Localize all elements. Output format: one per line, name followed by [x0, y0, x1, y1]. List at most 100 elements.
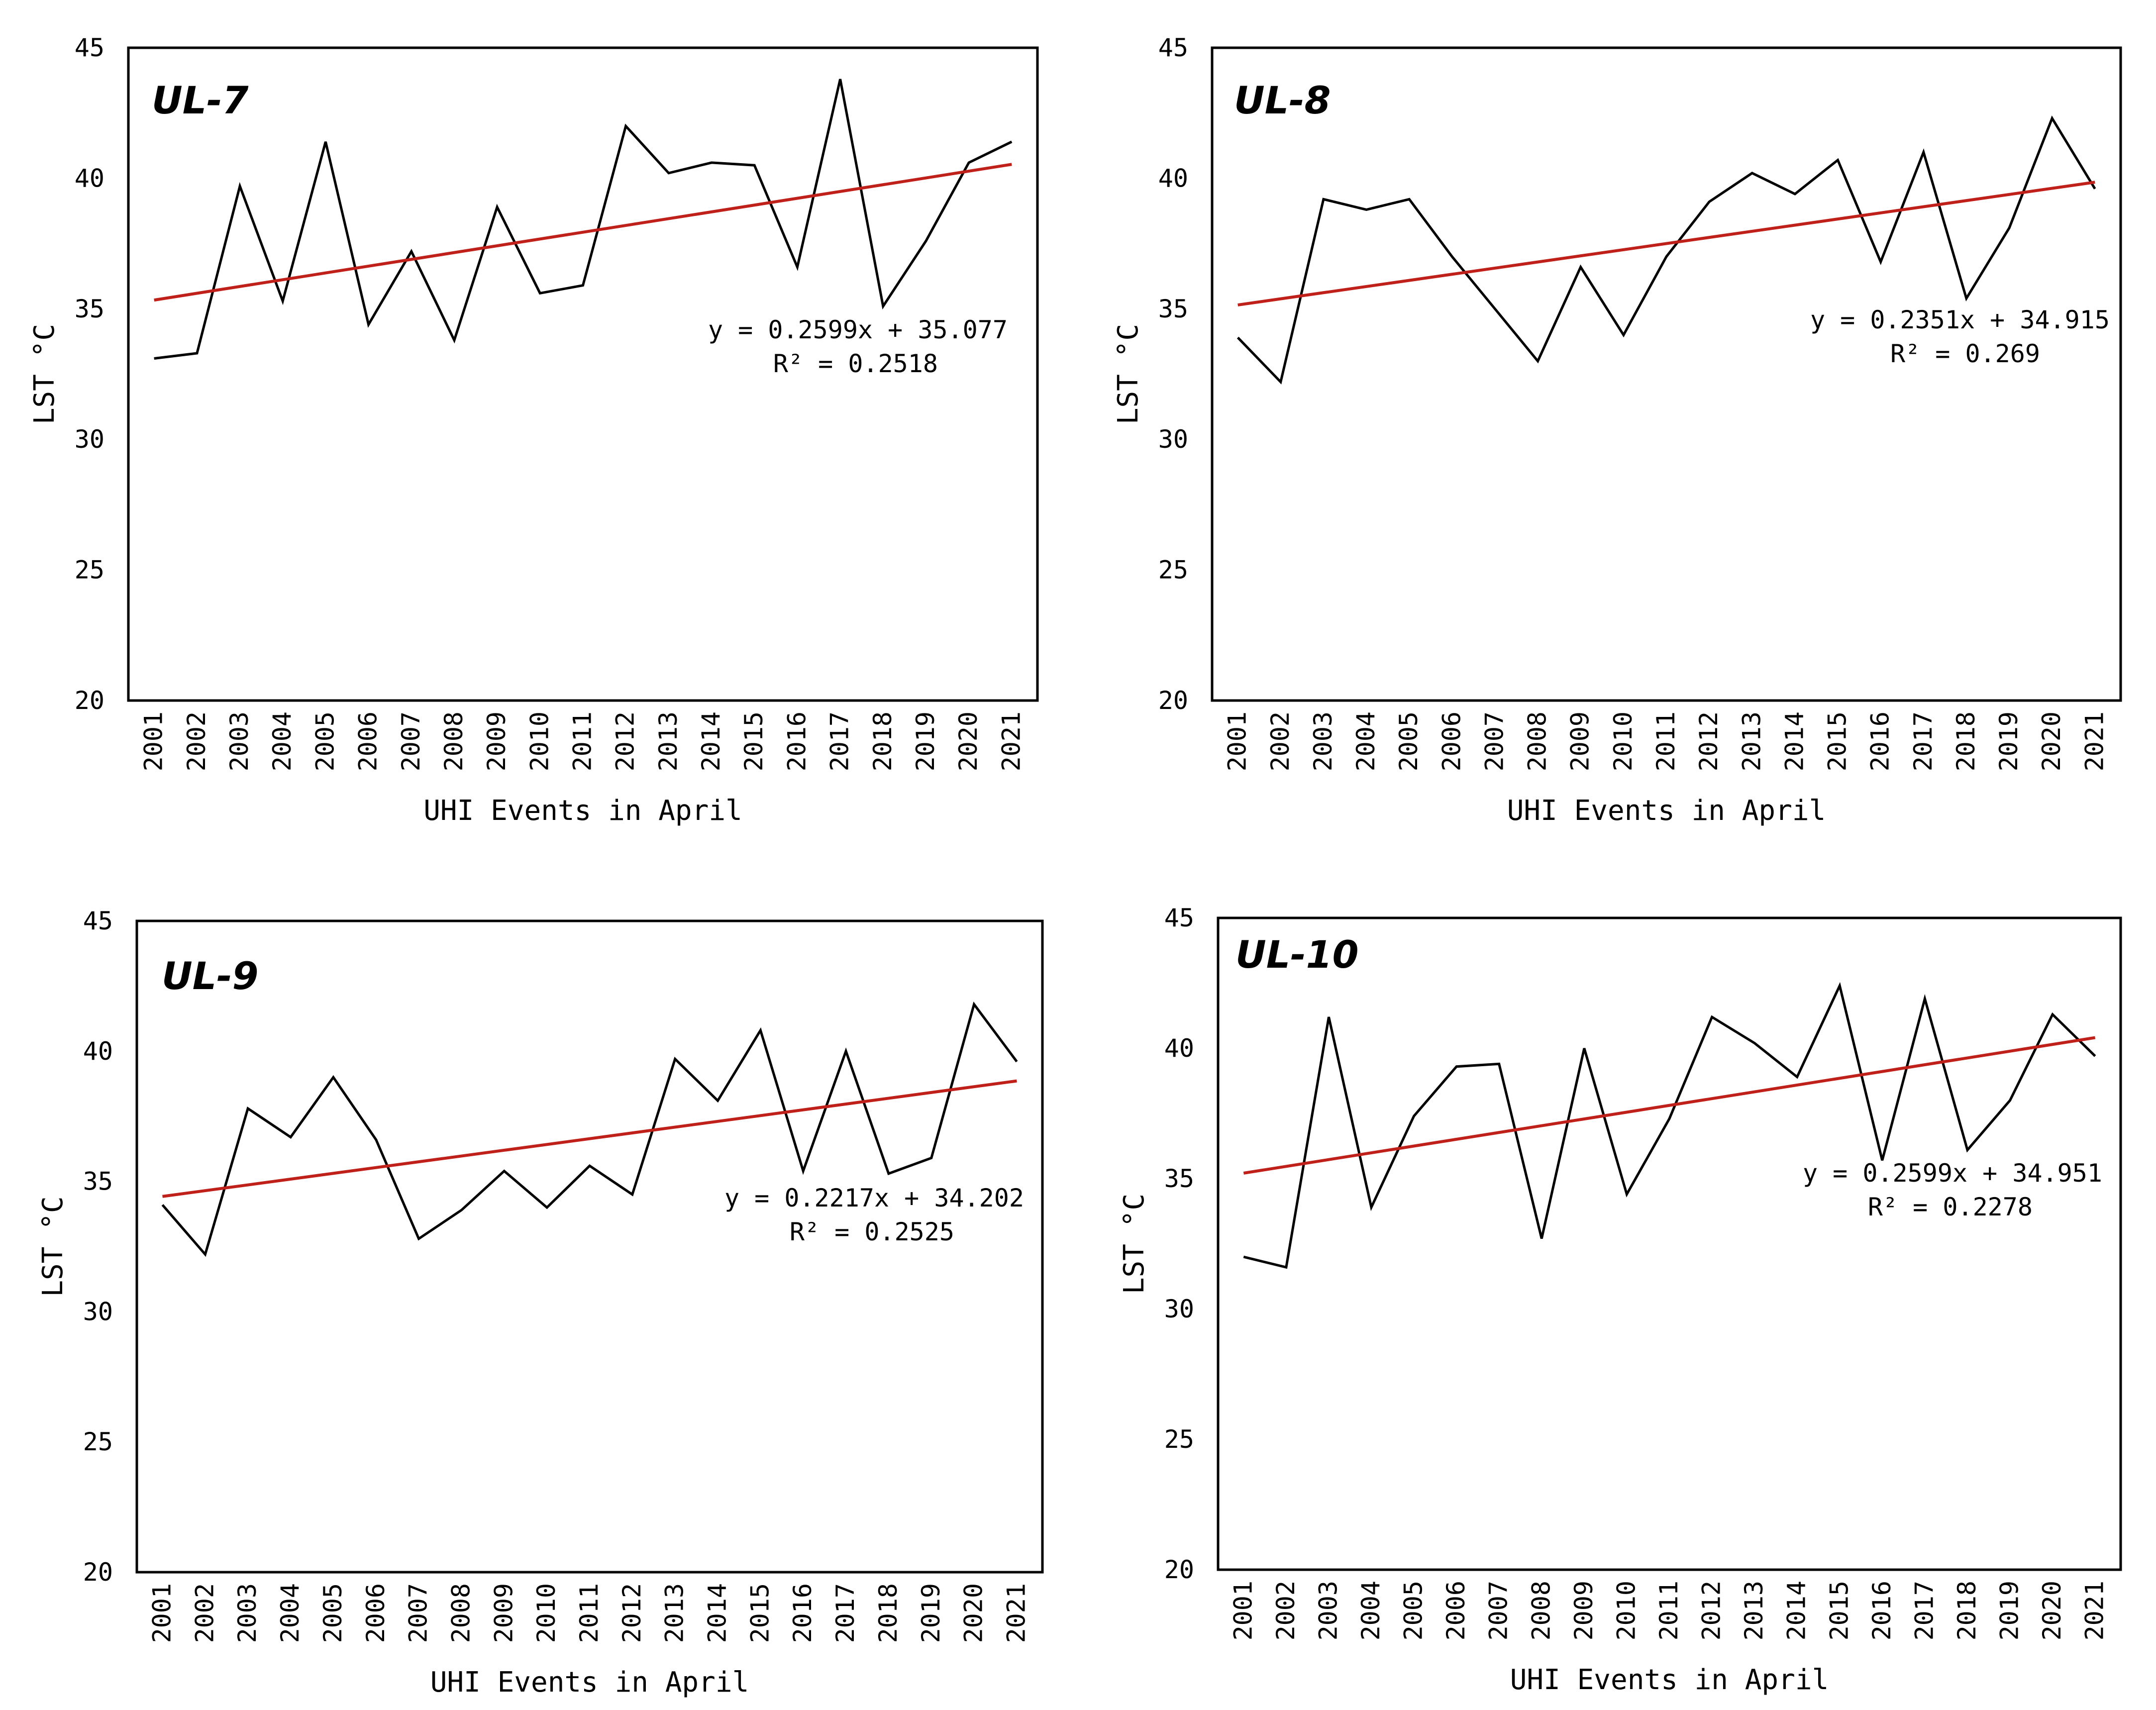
panel-title: UL-10	[1235, 932, 1358, 977]
y-tick-label: 35	[83, 1167, 113, 1196]
x-tick-label: 2006	[354, 711, 383, 771]
x-tick-label: 2009	[1569, 1581, 1598, 1640]
lst-series-line	[1243, 982, 2096, 1269]
x-tick-label: 2008	[446, 1583, 475, 1643]
x-tick-label: 2017	[831, 1583, 860, 1643]
y-tick-label: 20	[1158, 686, 1188, 715]
lst-data-point	[758, 1028, 762, 1032]
lst-data-point	[2093, 1054, 2097, 1058]
lst-data-point	[238, 184, 242, 188]
lst-data-point	[281, 299, 285, 303]
lst-data-point	[2007, 226, 2011, 230]
x-tick-label: 2017	[1909, 711, 1938, 771]
lst-data-point	[1579, 265, 1583, 269]
x-tick-label: 2014	[1780, 711, 1809, 771]
x-tick-label: 2016	[1866, 711, 1895, 771]
trend-r-squared: R² = 0.269	[1890, 339, 2040, 368]
lst-data-point	[1750, 171, 1754, 175]
y-axis-label: LST °C	[1112, 324, 1144, 424]
lst-data-point	[1497, 1062, 1501, 1066]
x-tick-label: 2014	[703, 1583, 732, 1643]
x-tick-label: 2008	[1527, 1581, 1555, 1640]
lst-data-point	[1667, 1116, 1671, 1120]
x-tick-label: 2021	[2080, 711, 2109, 771]
trend-equation: y = 0.2599x + 35.077	[708, 315, 1008, 344]
y-tick-label: 35	[1158, 295, 1188, 323]
lst-data-point	[588, 1164, 592, 1168]
x-tick-label: 2020	[954, 711, 983, 771]
lst-series-line	[1236, 115, 2096, 385]
x-tick-label: 2015	[1825, 1581, 1853, 1640]
x-tick-label: 2020	[959, 1583, 988, 1643]
lst-data-point	[545, 1206, 549, 1209]
x-tick-label: 2018	[1952, 1581, 1981, 1640]
lst-data-point	[1369, 1206, 1373, 1209]
x-tick-label: 2003	[233, 1583, 262, 1643]
x-tick-label: 2009	[489, 1583, 518, 1643]
chart-panel-ul-8: 20 25 30 35 40 45 2001 2002 2003 2004 2005 2006 2007…	[1112, 33, 2122, 827]
lst-data-point	[1010, 140, 1014, 144]
lst-data-point	[1241, 1255, 1245, 1259]
x-tick-label: 2003	[225, 711, 254, 771]
x-tick-label: 2001	[139, 711, 168, 771]
x-tick-label: 2008	[1523, 711, 1552, 771]
x-tick-label: 2014	[697, 711, 725, 771]
lst-data-point	[1322, 197, 1326, 201]
x-tick-label: 2016	[788, 1583, 817, 1643]
x-tick-label: 2019	[1994, 711, 2023, 771]
x-tick-label: 2003	[1309, 711, 1337, 771]
x-axis-label: UHI Events in April	[430, 1666, 749, 1699]
y-axis-label: LST °C	[28, 324, 61, 424]
x-tick-label: 2012	[1694, 711, 1723, 771]
x-tick-label: 2011	[1654, 1581, 1683, 1640]
x-tick-label: 2015	[745, 1583, 774, 1643]
lst-data-point	[495, 205, 499, 209]
y-tick-label: 40	[1158, 164, 1188, 193]
lst-data-point	[752, 163, 756, 167]
chart-panel-ul-9: 20 25 30 35 40 45 2001 2002 2003 2004 2005 2006 2007…	[37, 906, 1044, 1699]
y-tick-label: 20	[83, 1558, 113, 1587]
x-tick-label: 2013	[1740, 1581, 1768, 1640]
lst-data-point	[929, 1156, 933, 1160]
trend-r-squared: R² = 0.2518	[773, 349, 938, 378]
lst-data-point	[1922, 150, 1926, 154]
lst-data-point	[2008, 1099, 2012, 1103]
x-tick-label: 2010	[1612, 1581, 1641, 1640]
x-tick-label: 2009	[1566, 711, 1595, 771]
lst-data-point	[1450, 255, 1454, 259]
x-tick-label: 2012	[617, 1583, 646, 1643]
x-tick-label: 2005	[318, 1583, 347, 1643]
x-tick-label: 2004	[1356, 1581, 1385, 1640]
lst-data-point	[502, 1169, 506, 1173]
x-tick-label: 2017	[1910, 1581, 1939, 1640]
x-tick-label: 2006	[361, 1583, 390, 1643]
linear-trend-line	[154, 163, 1012, 302]
x-tick-label: 2007	[1484, 1581, 1513, 1640]
x-tick-label: 2019	[911, 711, 940, 771]
lst-data-point	[1536, 359, 1540, 363]
x-tick-label: 2021	[2080, 1581, 2109, 1640]
panel-title: UL-9	[162, 954, 259, 998]
x-tick-label: 2021	[1002, 1583, 1030, 1643]
lst-data-point	[2050, 116, 2054, 120]
x-tick-label: 2018	[1951, 711, 1980, 771]
lst-data-point	[1279, 380, 1283, 384]
lst-data-point	[1707, 200, 1711, 204]
x-tick-label: 2020	[2038, 1581, 2066, 1640]
lst-data-point	[1454, 1065, 1458, 1069]
lst-data-point	[795, 265, 799, 269]
x-tick-label: 2002	[190, 1583, 219, 1643]
x-tick-label: 2011	[568, 711, 597, 771]
lst-data-point	[452, 338, 456, 342]
x-tick-label: 2003	[1314, 1581, 1342, 1640]
panel-title: UL-8	[1234, 78, 1331, 122]
x-tick-label: 2002	[1266, 711, 1295, 771]
lst-data-point	[331, 1075, 335, 1079]
lst-data-point	[624, 124, 628, 128]
x-tick-label: 2014	[1782, 1581, 1811, 1640]
x-tick-label: 2020	[2037, 711, 2066, 771]
linear-trend-line	[1243, 1036, 2096, 1175]
lst-data-point	[967, 161, 971, 165]
lst-data-point	[667, 171, 671, 175]
